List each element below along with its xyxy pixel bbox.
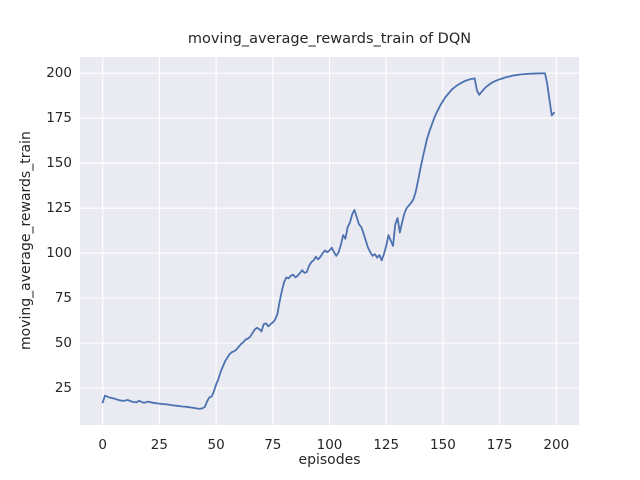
y-tick-label: 175 bbox=[46, 110, 72, 127]
line-chart-svg bbox=[80, 57, 579, 425]
x-tick-label: 175 bbox=[486, 437, 513, 453]
x-tick-label: 50 bbox=[207, 437, 225, 453]
y-tick-label: 200 bbox=[46, 65, 72, 82]
x-tick-label: 100 bbox=[316, 437, 343, 453]
chart-title: moving_average_rewards_train of DQN bbox=[187, 31, 472, 47]
y-tick-label: 150 bbox=[46, 155, 72, 172]
y-tick-label: 50 bbox=[54, 335, 72, 352]
y-axis-label: moving_average_rewards_train bbox=[18, 131, 34, 351]
x-axis-label: episodes bbox=[298, 452, 361, 468]
x-tick-label: 0 bbox=[98, 437, 107, 453]
y-tick-label: 125 bbox=[46, 200, 72, 217]
x-tick-label: 125 bbox=[373, 437, 400, 453]
x-tick-label: 200 bbox=[543, 437, 570, 453]
x-tick-label: 75 bbox=[264, 437, 282, 453]
y-tick-label: 25 bbox=[54, 380, 72, 397]
x-tick-label: 150 bbox=[430, 437, 456, 453]
plot-area bbox=[80, 57, 579, 425]
y-tick-label: 100 bbox=[46, 245, 72, 262]
x-tick-label: 25 bbox=[150, 437, 168, 453]
data-line-moving_average_rewards_train bbox=[101, 72, 555, 410]
y-tick-label: 75 bbox=[54, 290, 72, 307]
